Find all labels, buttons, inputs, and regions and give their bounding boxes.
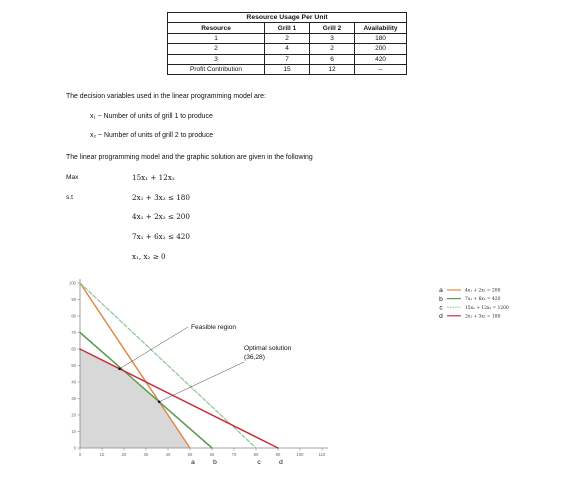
legend-letter-c: c xyxy=(439,304,443,311)
series-line-a xyxy=(79,282,191,449)
legend-equation-a: 4x₁ + 2x₂ = 200 xyxy=(465,289,501,294)
st-label: s.t xyxy=(66,194,73,201)
feasible-leader-line xyxy=(119,326,189,370)
x-tick-label: 70 xyxy=(232,452,237,457)
optimal-solution-label: Optimal solution xyxy=(244,345,292,352)
max-label: Max xyxy=(66,174,79,181)
x-tick-label: 90 xyxy=(276,452,281,457)
non-negativity: x₁, x₂ ≥ 0 xyxy=(132,252,166,261)
intercept-letter-a: a xyxy=(191,459,195,466)
intercept-letter-c: c xyxy=(257,459,261,466)
y-tick-label: 80 xyxy=(71,314,76,319)
decision-intro-text: The decision variables used in the linea… xyxy=(66,93,266,100)
table-header-row: Resource Grill 1 Grill 2 Availability xyxy=(167,22,408,34)
y-tick-label: 30 xyxy=(71,396,76,401)
x-tick-label: 10 xyxy=(100,452,105,457)
x-tick-label: 30 xyxy=(144,452,149,457)
x2-definition: x₂ − Number of units of grill 2 to produ… xyxy=(90,132,214,139)
legend-letter-d: d xyxy=(439,313,443,320)
table-cell: -- xyxy=(353,63,408,76)
legend-letter-a: a xyxy=(439,287,443,294)
legend-equation-d: 2x₁ + 3x₂ = 180 xyxy=(465,314,501,319)
resource-table: Resource Usage Per Unit Resource Grill 1… xyxy=(166,11,408,76)
x-tick-label: 100 xyxy=(297,452,305,457)
optimal-solution-value: (36,28) xyxy=(244,354,265,361)
y-tick-label: 70 xyxy=(71,330,76,335)
y-tick-label: 100 xyxy=(69,281,77,286)
table-row-profit: Profit Contribution 15 12 -- xyxy=(167,63,408,76)
x1-definition: x₁ − Number of units of grill 1 to produ… xyxy=(90,113,213,120)
x-tick-label: 60 xyxy=(210,452,215,457)
legend-equation-b: 7x₁ + 6x₂ = 420 xyxy=(465,297,501,302)
objective-function: 15x₁ + 12x₂ xyxy=(132,173,175,182)
x-tick-label: 20 xyxy=(122,452,127,457)
y-tick-label: 40 xyxy=(71,380,76,385)
x-tick-label: 110 xyxy=(319,452,326,457)
optimal-leader-line xyxy=(159,361,245,403)
y-tick-label: 10 xyxy=(71,429,76,434)
optimal-point xyxy=(157,400,161,404)
series-line-d xyxy=(79,348,279,449)
legend-equation-c: 15x₁ + 12x₂ = 1200 xyxy=(465,306,509,311)
y-tick-label: 90 xyxy=(71,297,76,302)
model-intro-text: The linear programming model and the gra… xyxy=(66,154,313,161)
series-line-b xyxy=(79,331,213,449)
y-tick-label: 0 xyxy=(74,446,77,451)
feasible-region-area xyxy=(80,349,190,448)
y-tick-label: 50 xyxy=(71,363,76,368)
constraint-2: 4x₁ + 2x₂ ≤ 200 xyxy=(132,212,190,221)
y-tick-label: 60 xyxy=(71,347,76,352)
constraint-1: 2x₁ + 3x₂ ≤ 180 xyxy=(132,193,190,202)
intercept-letter-d: d xyxy=(279,459,283,466)
x-tick-label: 50 xyxy=(188,452,193,457)
y-tick-label: 20 xyxy=(71,413,76,418)
x-tick-label: 40 xyxy=(166,452,171,457)
feasible-region-label: Feasible region xyxy=(191,324,236,331)
vertex-point xyxy=(118,367,121,371)
x-tick-label: 80 xyxy=(254,452,259,457)
legend-letter-b: b xyxy=(439,296,443,303)
constraint-3: 7x₁ + 6x₂ ≤ 420 xyxy=(132,232,190,241)
intercept-letter-b: b xyxy=(213,459,217,466)
series-line-c xyxy=(79,282,257,449)
x-tick-label: 0 xyxy=(79,452,82,457)
